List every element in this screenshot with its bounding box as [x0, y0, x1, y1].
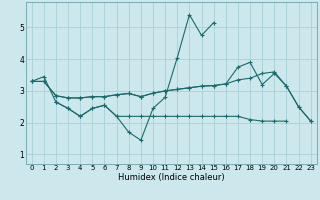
X-axis label: Humidex (Indice chaleur): Humidex (Indice chaleur): [118, 173, 225, 182]
